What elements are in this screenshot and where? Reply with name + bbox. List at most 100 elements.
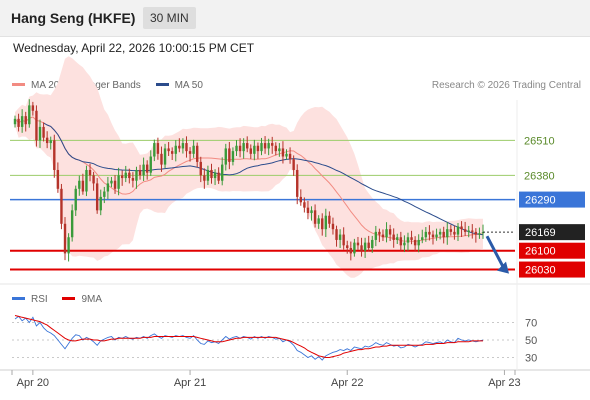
candle-body [260, 143, 263, 152]
candle-body [95, 183, 99, 211]
candle-body [53, 140, 56, 170]
candle-body [410, 237, 413, 240]
candle-body [424, 231, 428, 238]
candle-body [81, 180, 85, 192]
candle-body [367, 242, 370, 249]
candle-body [88, 169, 92, 176]
candle-body [67, 237, 70, 254]
candle-body [20, 116, 24, 127]
candle-body [471, 230, 474, 232]
candle-body [156, 143, 160, 154]
level-tag-26290 [519, 191, 585, 208]
candle-body [360, 245, 363, 251]
level-label-26100: 26100 [525, 246, 556, 258]
candle-body [310, 210, 313, 214]
candle-body [99, 196, 102, 211]
level-label-26510: 26510 [524, 135, 555, 147]
candle-body [188, 151, 192, 154]
chart-header: Hang Seng (HKFE) 30 MIN [0, 0, 590, 37]
candle-body [278, 148, 281, 152]
candle-body [246, 143, 249, 149]
candle-body [313, 210, 317, 224]
candle-body [438, 231, 442, 235]
candle-body [106, 183, 110, 192]
candle-body [228, 148, 231, 162]
rsi-line [14, 315, 484, 361]
candle-body [328, 215, 331, 224]
bollinger-band-area [15, 56, 483, 278]
ma20-line [14, 116, 484, 242]
candle-body [224, 148, 227, 165]
copyright-note: Research © 2026 Trading Central [431, 80, 581, 91]
candle-body [285, 153, 288, 157]
candle-body [60, 188, 63, 224]
candle-body [199, 161, 202, 176]
candle-body [346, 245, 349, 249]
candle-body [213, 172, 217, 179]
candle-body [274, 145, 277, 152]
candle-body [145, 164, 149, 173]
candle-body [324, 215, 328, 230]
timeframe-badge[interactable]: 30 MIN [143, 7, 196, 29]
candle-body [117, 175, 120, 189]
candle-body [170, 151, 174, 154]
candle-body [321, 218, 324, 230]
candle-body [238, 145, 242, 152]
candle-body [349, 248, 353, 254]
candle-body [356, 242, 360, 246]
candle-body [249, 148, 252, 154]
candle-body [378, 231, 381, 235]
candle-body [120, 175, 124, 179]
candle-body [217, 172, 220, 181]
candle-body [78, 180, 81, 189]
legend-swatch-9ma [62, 296, 76, 300]
instrument-title: Hang Seng (HKFE) [11, 10, 136, 26]
candle-body [31, 105, 35, 111]
candle-body [85, 169, 88, 192]
candle-body [142, 164, 145, 176]
candle-body [456, 226, 460, 235]
rsi-tick-label-50: 50 [525, 335, 537, 347]
candle-body [17, 118, 20, 127]
candle-body [281, 148, 285, 157]
chart-datetime: Wednesday, April 22, 2026 10:00:15 PM CE… [13, 41, 255, 55]
candle-body [135, 169, 138, 181]
candle-body [110, 180, 113, 184]
level-label-26030: 26030 [525, 265, 556, 277]
candle-body [263, 143, 267, 149]
candle-body [242, 143, 245, 152]
candle-body [210, 169, 213, 179]
candle-body [413, 239, 417, 246]
candle-body [292, 159, 295, 170]
rsi-legend: RSI 9MA [12, 294, 114, 305]
level-label-26380: 26380 [524, 170, 555, 182]
candle-body [381, 234, 385, 238]
candle-body [478, 233, 481, 235]
xaxis-tick-label-3: Apr 23 [488, 377, 520, 389]
candle-body [267, 143, 270, 149]
legend-item-ma50: MA 50 [155, 80, 203, 91]
candle-body [403, 242, 406, 246]
candle-body [453, 231, 456, 235]
ma50-line [43, 122, 484, 236]
candle-body [138, 169, 142, 176]
candle-body [92, 175, 95, 184]
legend-item-9ma: 9MA [62, 294, 102, 305]
candle-body [481, 232, 485, 234]
candle-body [63, 223, 67, 254]
candle-body [388, 229, 392, 235]
candle-body [296, 169, 299, 197]
candle-body [178, 145, 181, 149]
candle-body [49, 140, 52, 144]
candle-body [185, 143, 188, 152]
xaxis-tick-label-0: Apr 20 [17, 377, 49, 389]
candle-body [160, 153, 163, 165]
candle-body [103, 191, 106, 197]
legend-label-ma50: MA 50 [174, 80, 203, 91]
candle-body [195, 145, 199, 162]
candle-body [435, 234, 438, 238]
candle-body [474, 231, 478, 235]
candle-body [203, 175, 206, 181]
candle-body [131, 178, 135, 181]
